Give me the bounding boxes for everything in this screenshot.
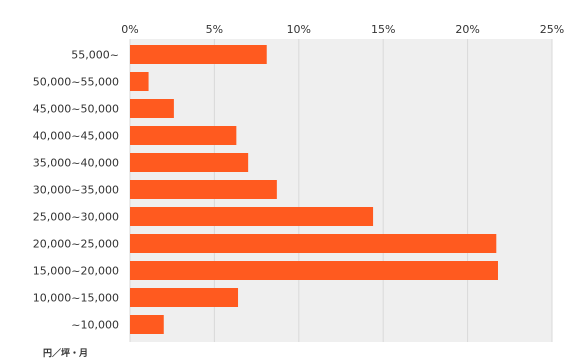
bar <box>130 45 267 64</box>
bar <box>130 126 237 145</box>
x-tick-label: 5% <box>206 23 223 36</box>
category-label: 10,000~15,000 <box>33 292 119 305</box>
bar <box>130 288 239 307</box>
category-label: 55,000~ <box>71 49 119 62</box>
bar <box>130 234 497 253</box>
category-label: 45,000~50,000 <box>33 103 119 116</box>
category-label: 25,000~30,000 <box>33 211 119 224</box>
x-tick-label: 0% <box>121 23 138 36</box>
bar <box>130 315 164 334</box>
category-label: 50,000~55,000 <box>33 76 119 89</box>
bar <box>130 207 374 226</box>
unit-label: 円／坪・月 <box>43 349 89 359</box>
category-label: 20,000~25,000 <box>33 238 119 251</box>
bar <box>130 153 249 172</box>
x-tick-label: 15% <box>371 23 395 36</box>
category-label: 40,000~45,000 <box>33 130 119 143</box>
category-label: 35,000~40,000 <box>33 157 119 170</box>
bar <box>130 261 498 280</box>
category-label: 15,000~20,000 <box>33 265 119 278</box>
category-label: 30,000~35,000 <box>33 184 119 197</box>
x-tick-label: 20% <box>455 23 479 36</box>
bar <box>130 180 277 199</box>
x-tick-label: 25% <box>540 23 564 36</box>
x-tick-label: 10% <box>287 23 311 36</box>
bar <box>130 99 174 118</box>
bar <box>130 72 149 91</box>
category-label: ~10,000 <box>71 319 119 332</box>
